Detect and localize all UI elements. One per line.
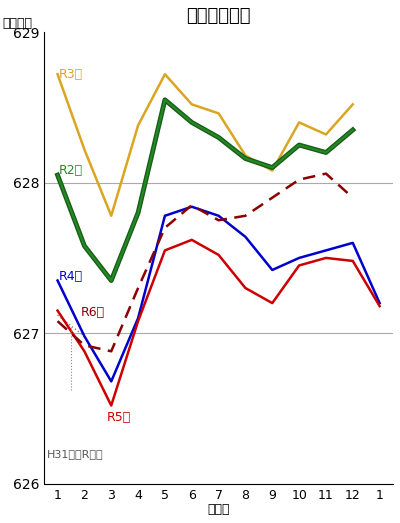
Text: R3年: R3年 (59, 67, 83, 81)
Text: H31年・R元年: H31年・R元年 (47, 449, 104, 459)
X-axis label: （月）: （月） (207, 503, 230, 516)
Title: 月別人口推移: 月別人口推移 (186, 7, 251, 25)
Text: （万人）: （万人） (2, 17, 32, 30)
Text: R5年: R5年 (107, 411, 132, 424)
Text: R4年: R4年 (59, 269, 83, 282)
Text: R6年: R6年 (80, 305, 104, 319)
Text: R2年: R2年 (59, 164, 83, 177)
